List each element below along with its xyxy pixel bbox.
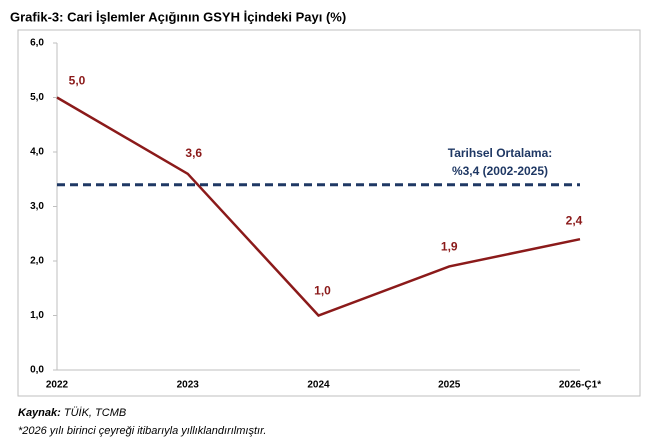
value-label: 2,4 bbox=[566, 213, 583, 227]
source-text: TÜİK, TCMB bbox=[64, 407, 126, 419]
source: Kaynak: TÜİK, TCMB bbox=[18, 407, 126, 419]
y-tick-label: 1,0 bbox=[30, 310, 44, 321]
y-tick-label: 3,0 bbox=[30, 201, 44, 212]
note: *2026 yılı birinci çeyreği itibarıyla yı… bbox=[18, 425, 266, 437]
y-tick-label: 5,0 bbox=[30, 92, 44, 103]
x-tick-label: 2024 bbox=[307, 380, 330, 391]
line bbox=[56, 96, 581, 317]
x-tick-label: 2023 bbox=[177, 380, 200, 391]
reference-label: %3,4 (2002-2025) bbox=[452, 164, 548, 178]
chart-border bbox=[17, 29, 641, 397]
y-tick-label: 2,0 bbox=[30, 256, 44, 267]
x-tick-label: 2022 bbox=[46, 380, 69, 391]
y-tick-label: 4,0 bbox=[30, 147, 44, 158]
x-tick-label: 2025 bbox=[438, 380, 461, 391]
source-label: Kaynak: bbox=[18, 407, 61, 419]
value-label: 1,0 bbox=[314, 284, 331, 298]
y-tick-label: 6,0 bbox=[30, 38, 44, 49]
reference-label: Tarihsel Ortalama: bbox=[448, 146, 552, 160]
y-tick-label: 0,0 bbox=[30, 365, 44, 376]
chart-title: Grafik-3: Cari İşlemler Açığının GSYH İç… bbox=[10, 9, 346, 24]
value-label: 5,0 bbox=[69, 74, 86, 88]
value-label: 3,6 bbox=[185, 146, 202, 160]
x-tick-label: 2026-Ç1* bbox=[559, 380, 601, 391]
value-label: 1,9 bbox=[441, 240, 458, 254]
